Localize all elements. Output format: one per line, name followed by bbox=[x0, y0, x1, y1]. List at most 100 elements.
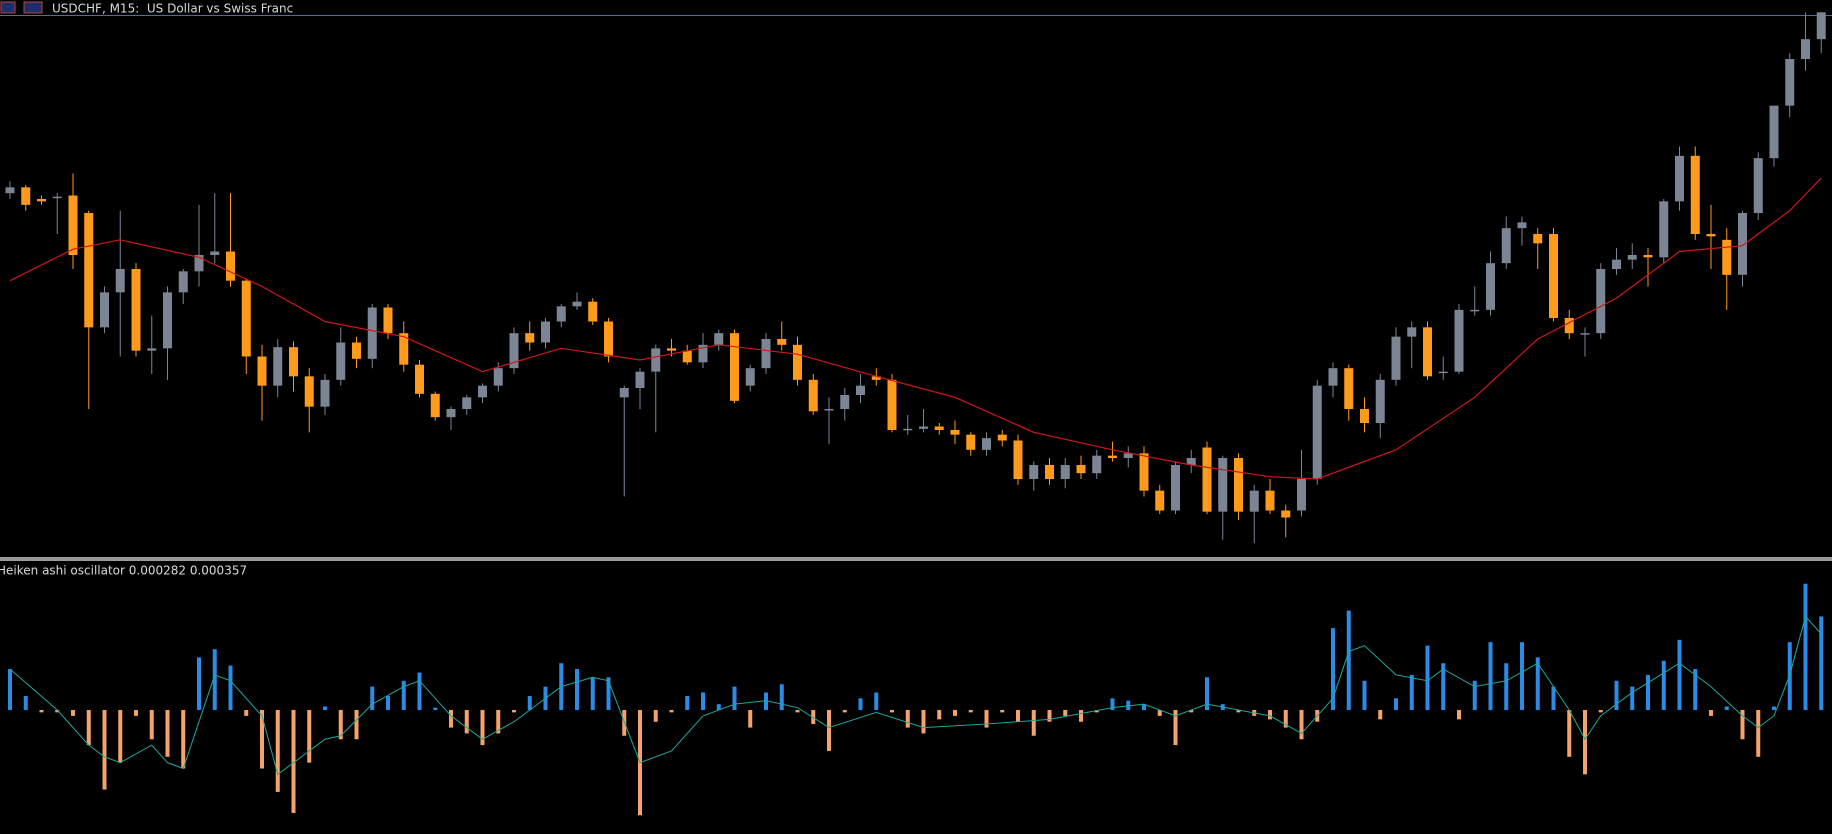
histogram-bar bbox=[858, 698, 863, 711]
histogram-bar bbox=[134, 710, 138, 716]
histogram-bar bbox=[1819, 616, 1824, 711]
candle-body bbox=[84, 213, 94, 328]
candle-body bbox=[304, 376, 314, 407]
histogram-bar bbox=[827, 710, 831, 751]
candle-body bbox=[966, 434, 976, 450]
histogram-bar bbox=[1661, 660, 1666, 711]
histogram-bar bbox=[401, 680, 406, 711]
candle-body bbox=[556, 306, 566, 322]
histogram-bar bbox=[1094, 710, 1099, 713]
candle-body bbox=[1375, 379, 1385, 423]
histogram-bar bbox=[307, 710, 312, 763]
candle-body bbox=[1659, 201, 1669, 258]
candle-body bbox=[178, 271, 188, 293]
histogram-bar bbox=[1472, 680, 1477, 711]
candle-body bbox=[1344, 368, 1354, 409]
histogram-bar bbox=[1677, 639, 1682, 711]
chart-icon[interactable] bbox=[23, 1, 43, 14]
candle-body bbox=[1549, 234, 1558, 318]
candle-body bbox=[604, 321, 613, 357]
candle-body bbox=[115, 269, 125, 293]
histogram-bar bbox=[795, 710, 800, 713]
histogram-bar bbox=[685, 695, 690, 711]
candle-body bbox=[1438, 371, 1448, 374]
histogram-bar bbox=[937, 710, 942, 720]
histogram-bar bbox=[921, 710, 926, 734]
histogram-bar bbox=[1079, 710, 1083, 722]
candle-body bbox=[1769, 105, 1779, 159]
histogram-bar bbox=[1047, 710, 1052, 722]
candle-body bbox=[1123, 453, 1133, 458]
histogram-bar bbox=[732, 686, 737, 711]
histogram-bar bbox=[512, 710, 516, 713]
candle-body bbox=[415, 364, 424, 394]
candle-body bbox=[399, 333, 409, 365]
candle-body bbox=[572, 301, 582, 307]
candle-body bbox=[1249, 490, 1259, 512]
histogram-bar bbox=[370, 686, 375, 711]
histogram-bar bbox=[1346, 610, 1351, 711]
histogram-bar bbox=[244, 710, 249, 716]
candle-body bbox=[446, 409, 456, 418]
candle-body bbox=[1092, 455, 1102, 474]
candle-body bbox=[5, 187, 15, 194]
candle-body bbox=[430, 393, 440, 418]
histogram-bar bbox=[984, 710, 989, 728]
histogram-bar bbox=[890, 710, 894, 713]
candle-body bbox=[651, 348, 661, 372]
candle-body bbox=[1312, 385, 1322, 479]
candle-body bbox=[1423, 327, 1432, 377]
candle-body bbox=[856, 385, 865, 395]
candle-body bbox=[997, 434, 1007, 441]
signal-line bbox=[9, 615, 1822, 776]
histogram-bar bbox=[181, 710, 186, 769]
menu-icon[interactable] bbox=[0, 1, 16, 14]
histogram-bar bbox=[8, 669, 12, 711]
candle-body bbox=[147, 348, 157, 351]
histogram-bar bbox=[1630, 686, 1635, 711]
candle-body bbox=[462, 397, 472, 409]
candle-body bbox=[919, 426, 928, 429]
histogram-bar bbox=[764, 692, 768, 711]
histogram-bar bbox=[1299, 710, 1304, 740]
candle-body bbox=[52, 196, 62, 199]
candle-body bbox=[1596, 269, 1606, 334]
candle-body bbox=[1517, 222, 1527, 229]
histogram-bar bbox=[338, 710, 343, 740]
candle-body bbox=[1564, 318, 1574, 334]
histogram-bar bbox=[1142, 704, 1146, 711]
histogram-bar bbox=[1457, 710, 1461, 720]
histogram-bar bbox=[480, 710, 485, 746]
histogram-bar bbox=[323, 706, 327, 711]
histogram-bar bbox=[260, 710, 264, 769]
histogram-bar bbox=[165, 710, 170, 757]
histogram-bar bbox=[23, 695, 28, 711]
histogram-bar bbox=[1535, 657, 1540, 711]
candle-body bbox=[1533, 234, 1543, 244]
candle-body bbox=[336, 342, 346, 380]
candle-body bbox=[1690, 155, 1700, 234]
histogram-bar bbox=[275, 710, 280, 792]
indicator-title: Heiken ashi oscillator 0.000282 0.000357 bbox=[0, 564, 247, 578]
candle-body bbox=[21, 187, 31, 205]
candle-body bbox=[1391, 336, 1401, 380]
candle-body bbox=[934, 426, 944, 430]
histogram-bar bbox=[1772, 706, 1776, 711]
histogram-bar bbox=[496, 710, 501, 734]
candle-body bbox=[1281, 510, 1291, 518]
histogram-bar bbox=[1189, 710, 1194, 713]
histogram-bar bbox=[1598, 710, 1603, 713]
candle-body bbox=[1454, 309, 1464, 372]
histogram-bar bbox=[1157, 710, 1162, 716]
candle-body bbox=[840, 395, 850, 409]
candle-body bbox=[635, 371, 645, 388]
histogram-bar bbox=[1283, 710, 1288, 728]
candle-body bbox=[383, 307, 393, 334]
candle-body bbox=[698, 344, 708, 363]
histogram-bar bbox=[1236, 710, 1241, 713]
candle-body bbox=[1171, 465, 1180, 511]
histogram-bar bbox=[1000, 710, 1005, 713]
candle-body bbox=[777, 339, 787, 345]
